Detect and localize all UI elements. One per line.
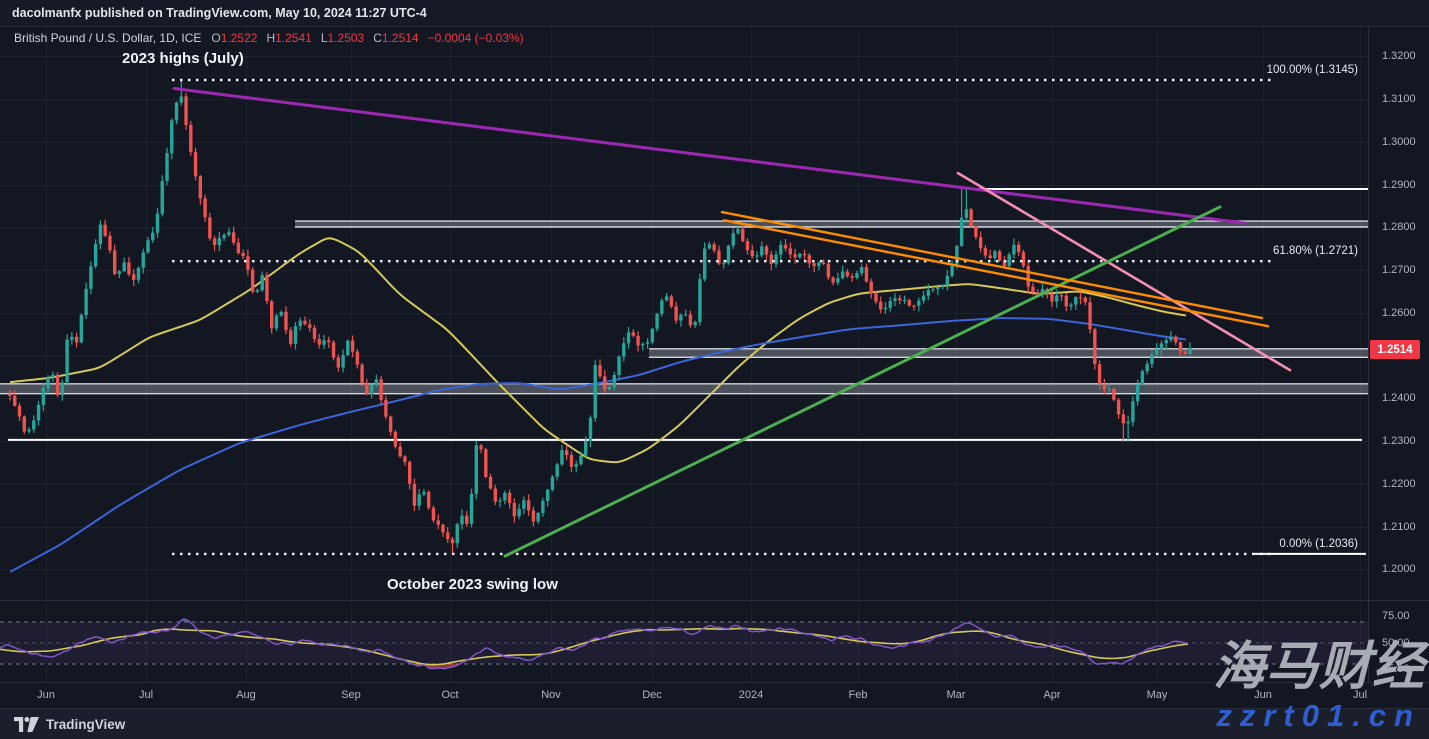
month-label: Jun: [1254, 689, 1272, 701]
month-label: May: [1146, 689, 1168, 701]
price-change: −0.0004 (−0.03%): [427, 31, 524, 45]
price-tick-label: 1.2200: [1382, 477, 1416, 490]
time-axis[interactable]: [0, 682, 1429, 709]
watermark-url: zzrt01.cn: [1216, 698, 1421, 733]
symbol-legend[interactable]: British Pound / U.S. Dollar, 1D, ICE O1.…: [14, 31, 524, 45]
ohlc-open: O1.2522: [211, 31, 258, 45]
tradingview-brand[interactable]: TradingView: [46, 717, 126, 732]
month-label: Jul: [138, 689, 154, 701]
price-tick-label: 1.2000: [1382, 563, 1416, 576]
annotation-october-swing-low[interactable]: October 2023 swing low: [387, 576, 558, 593]
month-label: Nov: [541, 689, 561, 701]
month-label: Mar: [946, 689, 966, 701]
month-label: Feb: [848, 689, 868, 701]
indicator-tick-label: 75.00: [1382, 610, 1410, 623]
price-tick-label: 1.3000: [1382, 135, 1416, 148]
price-tick-label: 1.2400: [1382, 392, 1416, 405]
indicator-tick-label: 50.00: [1382, 636, 1410, 649]
price-tick-label: 1.2600: [1382, 306, 1416, 319]
month-label: Sep: [341, 689, 361, 701]
price-tick-label: 1.2800: [1382, 221, 1416, 234]
month-label: Jul: [1352, 689, 1368, 701]
ohlc-high: H1.2541: [266, 31, 312, 45]
indicator-tick-label: 25.00: [1382, 662, 1410, 675]
month-label: 2024: [738, 689, 764, 701]
month-label: Jun: [37, 689, 55, 701]
month-label: Apr: [1043, 689, 1061, 701]
publisher-text: dacolmanfx published on TradingView.com,…: [12, 6, 427, 20]
month-label: Aug: [236, 689, 256, 701]
last-price-label: 1.2514: [1370, 340, 1420, 360]
symbol-title[interactable]: British Pound / U.S. Dollar, 1D, ICE: [14, 31, 202, 45]
ohlc-low: L1.2503: [320, 31, 365, 45]
price-tick-label: 1.3100: [1382, 93, 1416, 106]
price-tick-label: 1.2300: [1382, 435, 1416, 448]
watermark-cn: 海马财经: [1212, 638, 1425, 696]
fib-level-label: 100.00% (1.3145): [1266, 64, 1358, 76]
annotation-2023-highs[interactable]: 2023 highs (July): [122, 50, 244, 67]
month-label: Dec: [642, 689, 662, 701]
month-label: Oct: [441, 689, 459, 701]
footer-bar: TradingView: [0, 708, 1429, 739]
fib-level-label: 61.80% (1.2721): [1272, 245, 1358, 258]
price-tick-label: 1.2700: [1382, 264, 1416, 277]
price-tick-label: 1.3200: [1382, 50, 1416, 63]
ohlc-close: C1.2514: [373, 31, 419, 45]
publisher-bar: dacolmanfx published on TradingView.com,…: [0, 0, 1429, 27]
tradingview-logo-icon[interactable]: [14, 717, 39, 732]
fib-level-label: 0.00% (1.2036): [1279, 537, 1358, 550]
price-tick-label: 1.2100: [1382, 520, 1416, 533]
price-tick-label: 1.2900: [1382, 178, 1416, 191]
